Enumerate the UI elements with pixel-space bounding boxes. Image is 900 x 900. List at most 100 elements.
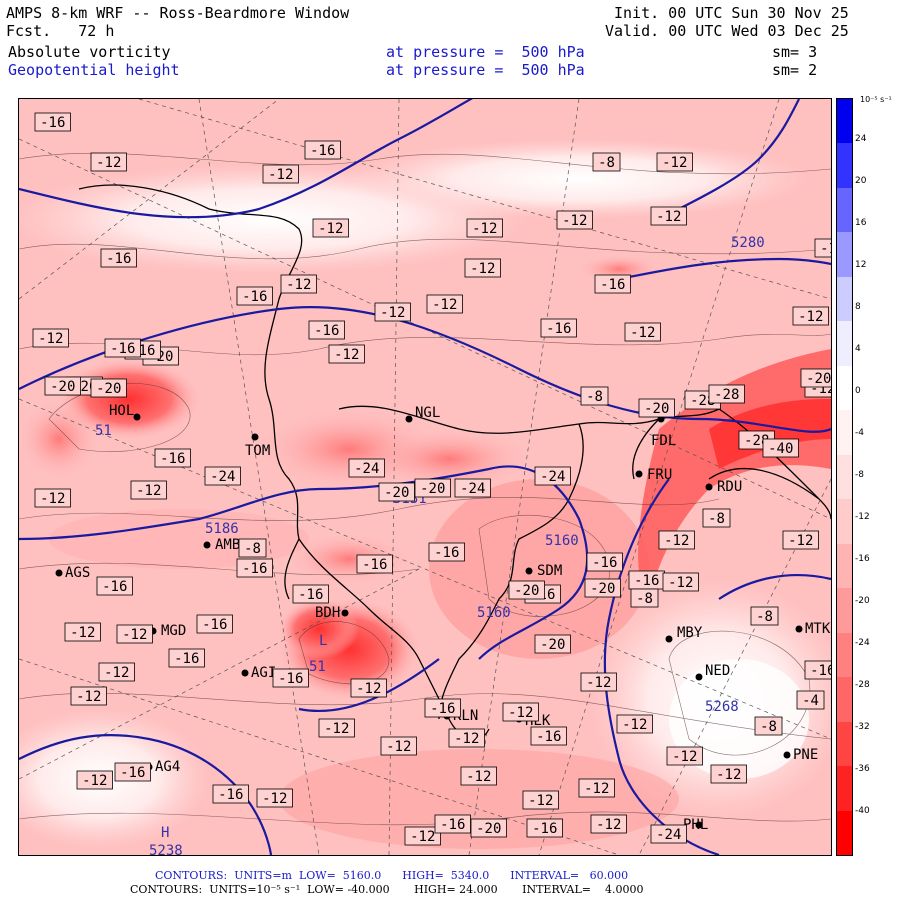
colorbar-segment (837, 410, 852, 456)
vorticity-label-text: -12 (104, 665, 129, 681)
station-ned: NED (705, 663, 730, 679)
vorticity-label-text: -12 (386, 739, 411, 755)
vorticity-label-text: -12 (672, 749, 697, 765)
vorticity-label-text: -16 (174, 651, 199, 667)
vorticity-label: -8 (592, 152, 621, 172)
vorticity-label: -20 (800, 368, 831, 388)
vorticity-label: -12 (328, 344, 365, 364)
vorticity-label-text: -12 (586, 675, 611, 691)
height-label-51-b: 51 (309, 659, 326, 675)
vorticity-label: -16 (100, 248, 137, 268)
vorticity-label: -16 (428, 542, 465, 562)
vorticity-label-text: -8 (708, 511, 725, 527)
vorticity-label: -12 (448, 728, 485, 748)
vorticity-label: -16 (168, 648, 205, 668)
vorticity-label: -20 (378, 482, 415, 502)
vorticity-label: -24 (348, 458, 385, 478)
vorticity-label: -8 (580, 386, 609, 406)
vorticity-label-text: -16 (430, 701, 455, 717)
vorticity-label-text: -12 (528, 793, 553, 809)
colorbar-segment (837, 810, 852, 856)
vorticity-label: -16 (114, 762, 151, 782)
vorticity-label-text: -16 (546, 321, 571, 337)
vorticity-label-text: -8 (598, 155, 615, 171)
vorticity-label-text: -20 (540, 637, 565, 653)
vorticity-label: -20 (414, 478, 451, 498)
colorbar-tick: -36 (855, 764, 870, 774)
vorticity-label: -16 (804, 660, 831, 680)
station-fdl: FDL (651, 433, 676, 449)
vorticity-label: -16 (236, 286, 273, 306)
vorticity-label-text: -12 (820, 241, 831, 257)
forecast-hour: Fcst. 72 h (6, 22, 115, 40)
vorticity-label-text: -20 (514, 583, 539, 599)
vorticity-contours (19, 152, 831, 826)
vorticity-label: -12 (624, 322, 661, 342)
valid-time: Valid. 00 UTC Wed 03 Dec 25 (605, 22, 849, 40)
vorticity-label-text: -12 (788, 533, 813, 549)
vorticity-label: -12 (280, 274, 317, 294)
vorticity-label: -12 (426, 294, 463, 314)
vorticity-label: -12 (556, 210, 593, 230)
colorbar-tick: 20 (855, 176, 867, 186)
colorbar-tick: -32 (855, 722, 870, 732)
vorticity-label: -12 (64, 622, 101, 642)
vorticity-label: -12 (76, 770, 113, 790)
colorbar-segment (837, 543, 852, 589)
colorbar-tick: -8 (855, 470, 864, 480)
vorticity-label-text: -20 (590, 581, 615, 597)
vorticity-label: -16 (586, 552, 623, 572)
vorticity-label-text: -16 (536, 729, 561, 745)
station-ags: AGS (65, 565, 90, 581)
field1-level: at pressure = 500 hPa (386, 43, 585, 61)
vorticity-label-text: -12 (40, 491, 65, 507)
vorticity-label-text: -12 (584, 781, 609, 797)
vorticity-label: -12 (650, 206, 687, 226)
colorbar (836, 98, 853, 856)
vorticity-label: -20 (584, 578, 621, 598)
vorticity-label-text: -16 (160, 451, 185, 467)
vorticity-label: -28 (708, 384, 745, 404)
vorticity-label: -12 (34, 488, 71, 508)
height-label-5238: 5238 (149, 843, 183, 855)
vorticity-label: -4 (796, 690, 825, 710)
station-pne: PNE (793, 747, 818, 763)
vorticity-label: -12 (32, 328, 69, 348)
colorbar-tick: 12 (855, 260, 867, 270)
vorticity-label-text: -12 (38, 331, 63, 347)
height-label-5160-a: 5160 (545, 533, 579, 549)
vorticity-label: -16 (196, 614, 233, 634)
vorticity-label-text: -12 (82, 773, 107, 789)
vorticity-label-text: -20 (644, 401, 669, 417)
colorbar-segment (837, 143, 852, 189)
map-panel[interactable]: NGL FDL FRU RDU HOL TOM AGS AMB SDM BDH … (18, 98, 832, 856)
geopotential-contours (19, 99, 831, 855)
high-marker: H (161, 825, 169, 841)
vorticity-label-text: -12 (630, 325, 655, 341)
vorticity-label-text: -20 (384, 485, 409, 501)
vorticity-label: -16 (272, 668, 309, 688)
colorbar-segment (837, 588, 852, 634)
vorticity-label-text: -12 (656, 209, 681, 225)
colorbar-segment (837, 454, 852, 500)
vorticity-label-text: -16 (106, 251, 131, 267)
vorticity-label: -16 (236, 558, 273, 578)
vorticity-label-text: -16 (362, 557, 387, 573)
vorticity-label-text: -12 (76, 689, 101, 705)
vorticity-label: -12 (814, 238, 831, 258)
station-mtk: MTK (805, 621, 831, 637)
footer-height-contours: CONTOURS: UNITS=m LOW= 5160.0 HIGH= 5340… (155, 869, 629, 882)
vorticity-label-text: -16 (218, 787, 243, 803)
station-fru: FRU (647, 467, 672, 483)
vorticity-label-text: -16 (600, 277, 625, 293)
footer-vorticity-contours: CONTOURS: UNITS=10⁻⁵ s⁻¹ LOW= -40.000 HI… (130, 883, 644, 896)
vorticity-label-text: -24 (460, 481, 485, 497)
vorticity-label: -16 (628, 570, 665, 590)
vorticity-label: -12 (710, 764, 747, 784)
vorticity-label: -12 (460, 766, 497, 786)
vorticity-label-text: -12 (324, 721, 349, 737)
vorticity-label: -12 (70, 686, 107, 706)
vorticity-label-text: -16 (242, 289, 267, 305)
field2-level: at pressure = 500 hPa (386, 61, 585, 79)
colorbar-segment (837, 632, 852, 678)
